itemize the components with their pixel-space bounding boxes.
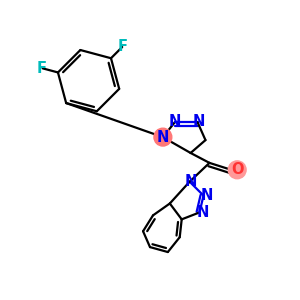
Circle shape — [154, 128, 172, 146]
Text: F: F — [118, 39, 128, 54]
Text: N: N — [192, 114, 205, 129]
Text: N: N — [184, 174, 197, 189]
Text: N: N — [196, 205, 209, 220]
Circle shape — [228, 161, 246, 179]
Text: O: O — [231, 162, 243, 177]
Text: N: N — [157, 130, 169, 145]
Text: N: N — [200, 188, 213, 203]
Text: F: F — [37, 61, 47, 76]
Text: N: N — [169, 114, 181, 129]
